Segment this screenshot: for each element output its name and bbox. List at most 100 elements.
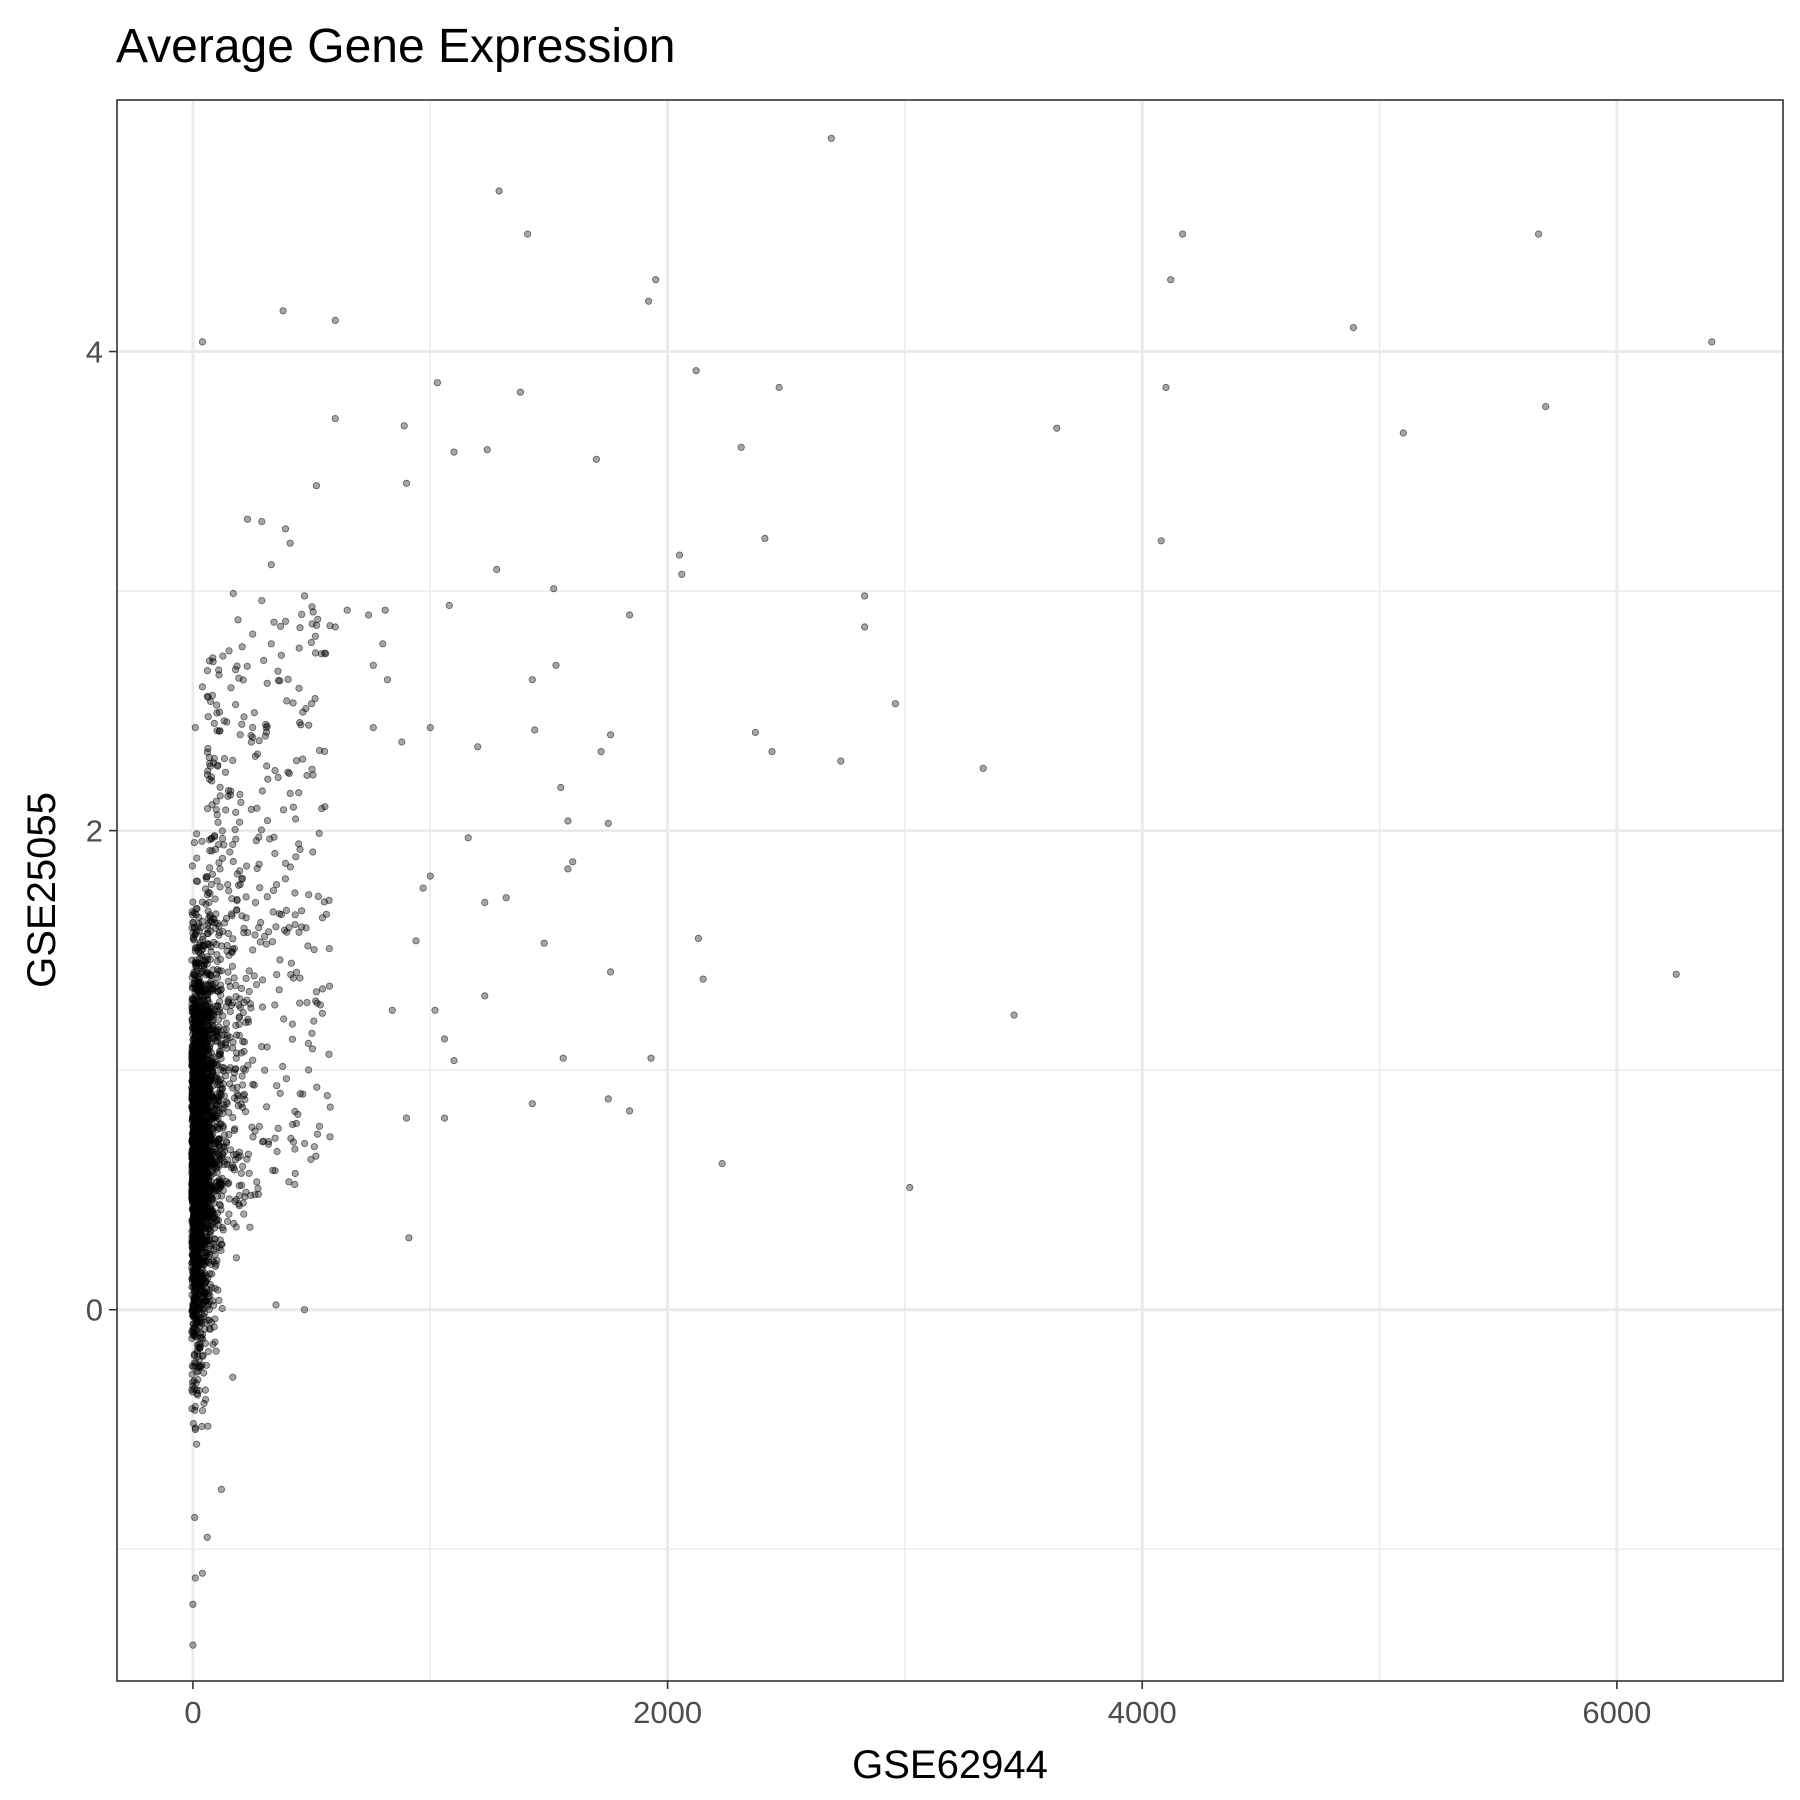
data-point — [298, 610, 306, 619]
data-point — [213, 701, 221, 709]
data-point — [205, 1108, 213, 1116]
data-point — [264, 775, 272, 783]
data-point — [205, 1287, 213, 1295]
data-point — [215, 1151, 223, 1159]
data-point — [203, 872, 211, 881]
data-point — [291, 920, 299, 929]
data-point — [564, 865, 572, 873]
data-point — [232, 1254, 240, 1262]
data-point — [188, 1058, 196, 1066]
data-point — [236, 790, 244, 799]
data-point — [240, 924, 248, 932]
data-point — [296, 999, 304, 1007]
data-point — [281, 859, 290, 868]
data-point — [229, 857, 237, 866]
data-point — [191, 1406, 199, 1414]
data-point — [296, 624, 304, 632]
data-point — [215, 859, 223, 867]
data-point — [286, 789, 294, 798]
data-point — [381, 606, 389, 614]
data-point — [369, 661, 377, 669]
data-point — [232, 1021, 240, 1030]
data-point — [419, 884, 427, 892]
data-point — [246, 1000, 254, 1008]
data-point — [291, 1145, 299, 1153]
data-point — [258, 1003, 267, 1011]
data-point — [235, 674, 243, 682]
data-point — [212, 1029, 220, 1037]
data-point — [272, 880, 281, 889]
data-point — [218, 1240, 226, 1248]
data-point — [203, 953, 211, 961]
data-point — [272, 923, 280, 931]
data-point — [214, 1221, 222, 1229]
data-point — [433, 379, 441, 387]
data-point — [201, 1386, 209, 1394]
data-point — [606, 731, 615, 739]
data-point — [203, 667, 211, 675]
data-point — [242, 974, 250, 983]
data-point — [217, 967, 225, 975]
data-point — [190, 1212, 198, 1220]
data-point — [295, 684, 303, 692]
data-point — [288, 1120, 297, 1129]
data-point — [190, 1048, 198, 1056]
data-point — [243, 862, 251, 870]
data-point — [192, 877, 200, 885]
data-point — [190, 979, 199, 987]
data-point — [271, 766, 279, 775]
data-point — [199, 1235, 207, 1243]
data-point — [234, 616, 242, 624]
data-point — [331, 316, 339, 324]
data-point — [230, 1166, 239, 1174]
data-point — [190, 1377, 198, 1385]
data-point — [208, 834, 216, 842]
data-point — [203, 1533, 211, 1541]
data-point — [213, 877, 221, 885]
data-point — [198, 837, 206, 845]
data-point — [244, 1018, 253, 1026]
data-point — [191, 1426, 199, 1434]
data-point — [279, 806, 288, 814]
data-point — [273, 970, 281, 979]
data-point — [202, 1361, 211, 1369]
data-point — [288, 1020, 296, 1028]
data-point — [239, 1162, 247, 1171]
data-point — [191, 1005, 200, 1013]
data-point — [202, 1277, 210, 1286]
data-point — [625, 611, 634, 619]
data-point — [597, 747, 605, 756]
data-point — [450, 1057, 458, 1065]
data-point — [412, 937, 420, 945]
data-point — [232, 835, 240, 843]
data-point — [225, 647, 233, 655]
data-point — [203, 1032, 211, 1040]
data-point — [310, 1143, 318, 1151]
data-point — [192, 1121, 200, 1129]
data-point — [235, 1031, 243, 1040]
data-point — [249, 946, 257, 954]
data-point — [298, 755, 307, 763]
data-point — [247, 731, 255, 740]
data-point — [291, 889, 299, 897]
data-point — [239, 1199, 247, 1207]
data-point — [262, 1103, 271, 1111]
data-point — [495, 187, 503, 195]
data-point — [218, 1304, 226, 1313]
data-point — [222, 1098, 230, 1106]
data-point — [238, 874, 246, 883]
data-point — [217, 1066, 225, 1074]
data-point — [229, 1113, 237, 1122]
data-point — [202, 1396, 210, 1404]
data-point — [205, 898, 213, 907]
chart-title: Average Gene Expression — [116, 20, 675, 73]
data-point — [214, 1016, 223, 1024]
data-point — [295, 789, 303, 797]
data-point — [264, 1140, 273, 1148]
data-point — [195, 1178, 203, 1186]
data-point — [204, 1422, 212, 1430]
data-point — [569, 858, 577, 866]
data-point — [279, 307, 287, 315]
data-point — [239, 1081, 247, 1089]
data-point — [284, 675, 292, 684]
